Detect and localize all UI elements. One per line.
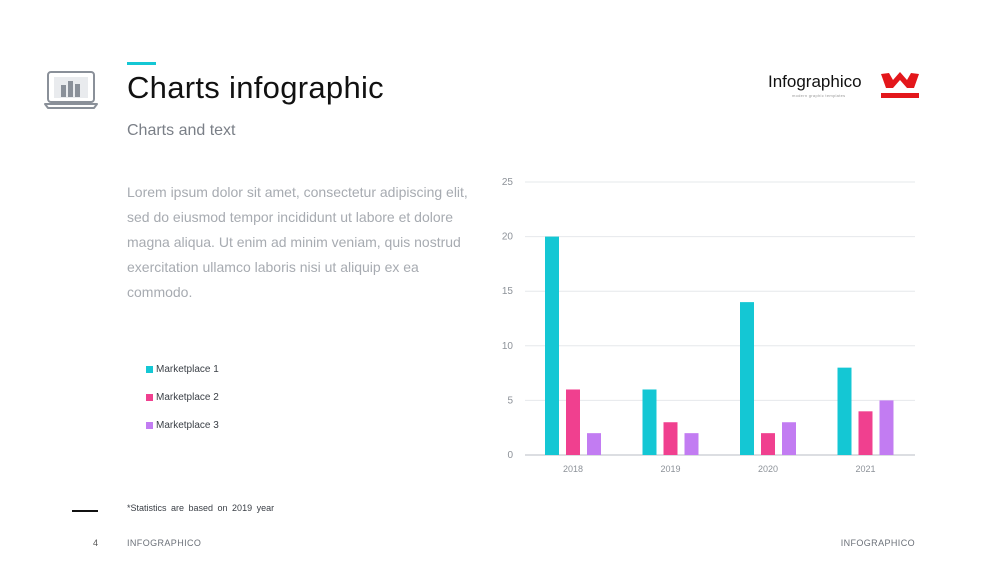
x-tick-label: 2018	[563, 464, 583, 474]
bar	[566, 389, 580, 455]
brand-name: Infographico	[768, 72, 862, 91]
y-tick-label: 0	[507, 450, 513, 461]
legend-swatch	[146, 393, 153, 401]
bar	[684, 433, 699, 455]
x-tick-label: 2020	[758, 464, 778, 474]
legend-item: Marketplace 2	[146, 383, 219, 411]
bar	[879, 400, 894, 455]
y-tick-label: 25	[502, 177, 514, 188]
bar	[782, 422, 796, 455]
legend-swatch	[146, 421, 153, 429]
legend-item: Marketplace 1	[146, 355, 219, 383]
footnote-divider	[72, 510, 98, 512]
x-tick-label: 2021	[855, 464, 875, 474]
brand-tagline: modern graphic templates	[792, 93, 846, 98]
title-accent-bar	[127, 62, 156, 65]
legend-swatch	[146, 365, 153, 373]
bar	[858, 411, 873, 455]
footer-brand-left: INFOGRAPHICO	[127, 538, 202, 548]
page-subtitle: Charts and text	[127, 122, 236, 139]
bar-chart: 0 5 10 15 20 25 2018 2019 2020 2021	[502, 177, 915, 474]
crown-logo-icon	[881, 72, 919, 98]
body-paragraph: Lorem ipsum dolor sit amet, consectetur …	[127, 184, 468, 300]
x-tick-label: 2019	[660, 464, 680, 474]
laptop-chart-icon	[44, 71, 98, 109]
legend-label: Marketplace 2	[156, 391, 219, 403]
legend-label: Marketplace 3	[156, 419, 219, 431]
legend-label: Marketplace 1	[156, 363, 219, 375]
bar	[740, 302, 754, 455]
y-tick-label: 10	[502, 341, 514, 352]
chart-legend: Marketplace 1 Marketplace 2 Marketplace …	[146, 355, 219, 439]
page-title: Charts infographic	[127, 70, 384, 105]
y-tick-label: 20	[502, 232, 514, 243]
legend-item: Marketplace 3	[146, 411, 219, 439]
y-tick-label: 5	[507, 395, 513, 406]
bar	[642, 389, 657, 455]
footnote: *Statistics are based on 2019 year	[127, 503, 275, 513]
footer-brand-right: INFOGRAPHICO	[840, 538, 915, 548]
bar	[663, 422, 678, 455]
page-number: 4	[93, 538, 99, 548]
bar	[837, 367, 852, 455]
bar	[587, 433, 601, 455]
bar	[761, 433, 775, 455]
bar	[545, 236, 559, 455]
y-tick-label: 15	[502, 286, 514, 297]
brand: Infographico modern graphic templates	[768, 70, 920, 104]
